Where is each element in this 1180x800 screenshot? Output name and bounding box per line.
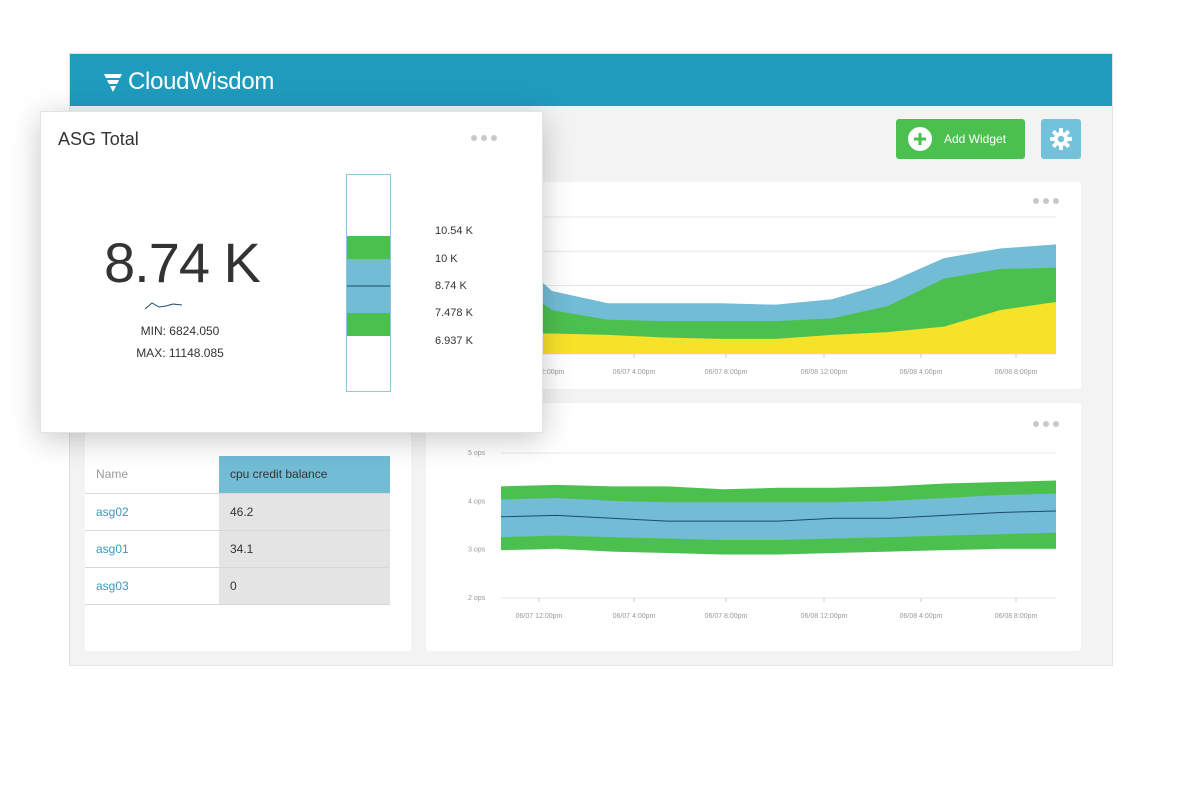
row-name-link[interactable]: asg03 (85, 567, 219, 605)
area-series (496, 301, 1056, 354)
row-value: 0 (219, 567, 390, 605)
x-tick-label: 06/08 12:00pm (801, 369, 848, 376)
cpu-credit-table: Name cpu credit balance asg02 46.2 asg01… (85, 456, 390, 605)
scale-label: 8.74 K (435, 280, 467, 292)
top-bar: CloudWisdom (70, 54, 1112, 106)
y-tick-label: 5 ops (468, 450, 486, 457)
current-value: 8.74 K (104, 231, 261, 294)
brand-logo[interactable]: CloudWisdom (102, 68, 274, 96)
brand-name: CloudWisdom (128, 68, 275, 95)
cloudwisdom-logo-icon (104, 74, 122, 92)
widget-title: ASG Total (58, 129, 139, 149)
more-options-icon[interactable] (1033, 421, 1059, 427)
gear-icon (1050, 128, 1072, 150)
scale-label: 6.937 K (435, 335, 473, 347)
table-row[interactable]: asg02 46.2 (85, 493, 390, 531)
x-tick-label: 06/08 8:00pm (995, 369, 1038, 376)
more-options-icon[interactable] (1033, 198, 1059, 204)
x-tick-label: 06/08 12:00pm (801, 613, 848, 620)
column-header-name[interactable]: Name (85, 456, 219, 494)
min-value: MIN: 6824.050 (140, 324, 220, 338)
dashboard-app: CloudWisdom Add Widget (69, 53, 1113, 666)
settings-button[interactable] (1041, 119, 1081, 159)
row-name-link[interactable]: asg01 (85, 530, 219, 568)
scale-label: 7.478 K (435, 307, 473, 319)
scale-label: 10.54 K (435, 225, 473, 237)
band-series (501, 493, 1056, 540)
x-tick-label: 06/07 12:00pm (516, 613, 563, 620)
band-chart: 5 ops 4 ops 3 ops 2 ops 06/07 12:00pm 06/07 4… (468, 450, 1057, 620)
max-value: MAX: 11148.085 (136, 346, 224, 360)
x-tick-label: 06/08 4:00pm (900, 613, 943, 620)
table-row[interactable]: asg03 0 (85, 567, 390, 605)
asg-total-widget[interactable]: ASG Total 8.74 K MIN: 6824.050 MAX: 1114… (40, 111, 543, 433)
x-tick-label: 06/07 4:00pm (613, 613, 656, 620)
y-tick-label: 4 ops (468, 498, 486, 505)
y-tick-label: 2 ops (468, 595, 486, 602)
plus-circle-icon (908, 127, 932, 151)
band-chart-panel: 5 ops 4 ops 3 ops 2 ops 06/07 12:00pm 06/07 4… (426, 403, 1081, 651)
x-tick-label: 06/08 8:00pm (995, 613, 1038, 620)
x-tick-label: 06/07 8:00pm (705, 369, 748, 376)
add-widget-button[interactable]: Add Widget (896, 119, 1025, 159)
row-value: 34.1 (219, 530, 390, 568)
scale-label: 10 K (435, 253, 458, 265)
row-name-link[interactable]: asg02 (85, 493, 219, 531)
x-tick-label: 06/07 4:00pm (613, 369, 656, 376)
more-options-icon[interactable] (471, 135, 497, 141)
y-tick-label: 3 ops (468, 547, 486, 554)
x-tick-label: 06/07 8:00pm (705, 613, 748, 620)
add-widget-label: Add Widget (944, 132, 1007, 146)
table-row[interactable]: asg01 34.1 (85, 530, 390, 568)
range-bar (346, 174, 391, 392)
column-header-cpu-credit-balance[interactable]: cpu credit balance (219, 456, 390, 494)
median-line (500, 510, 1057, 522)
sparkline-icon (144, 302, 183, 310)
row-value: 46.2 (219, 493, 390, 531)
x-tick-label: 06/08 4:00pm (900, 369, 943, 376)
table-panel: Name cpu credit balance asg02 46.2 asg01… (85, 403, 411, 651)
table-header-row: Name cpu credit balance (85, 456, 390, 494)
